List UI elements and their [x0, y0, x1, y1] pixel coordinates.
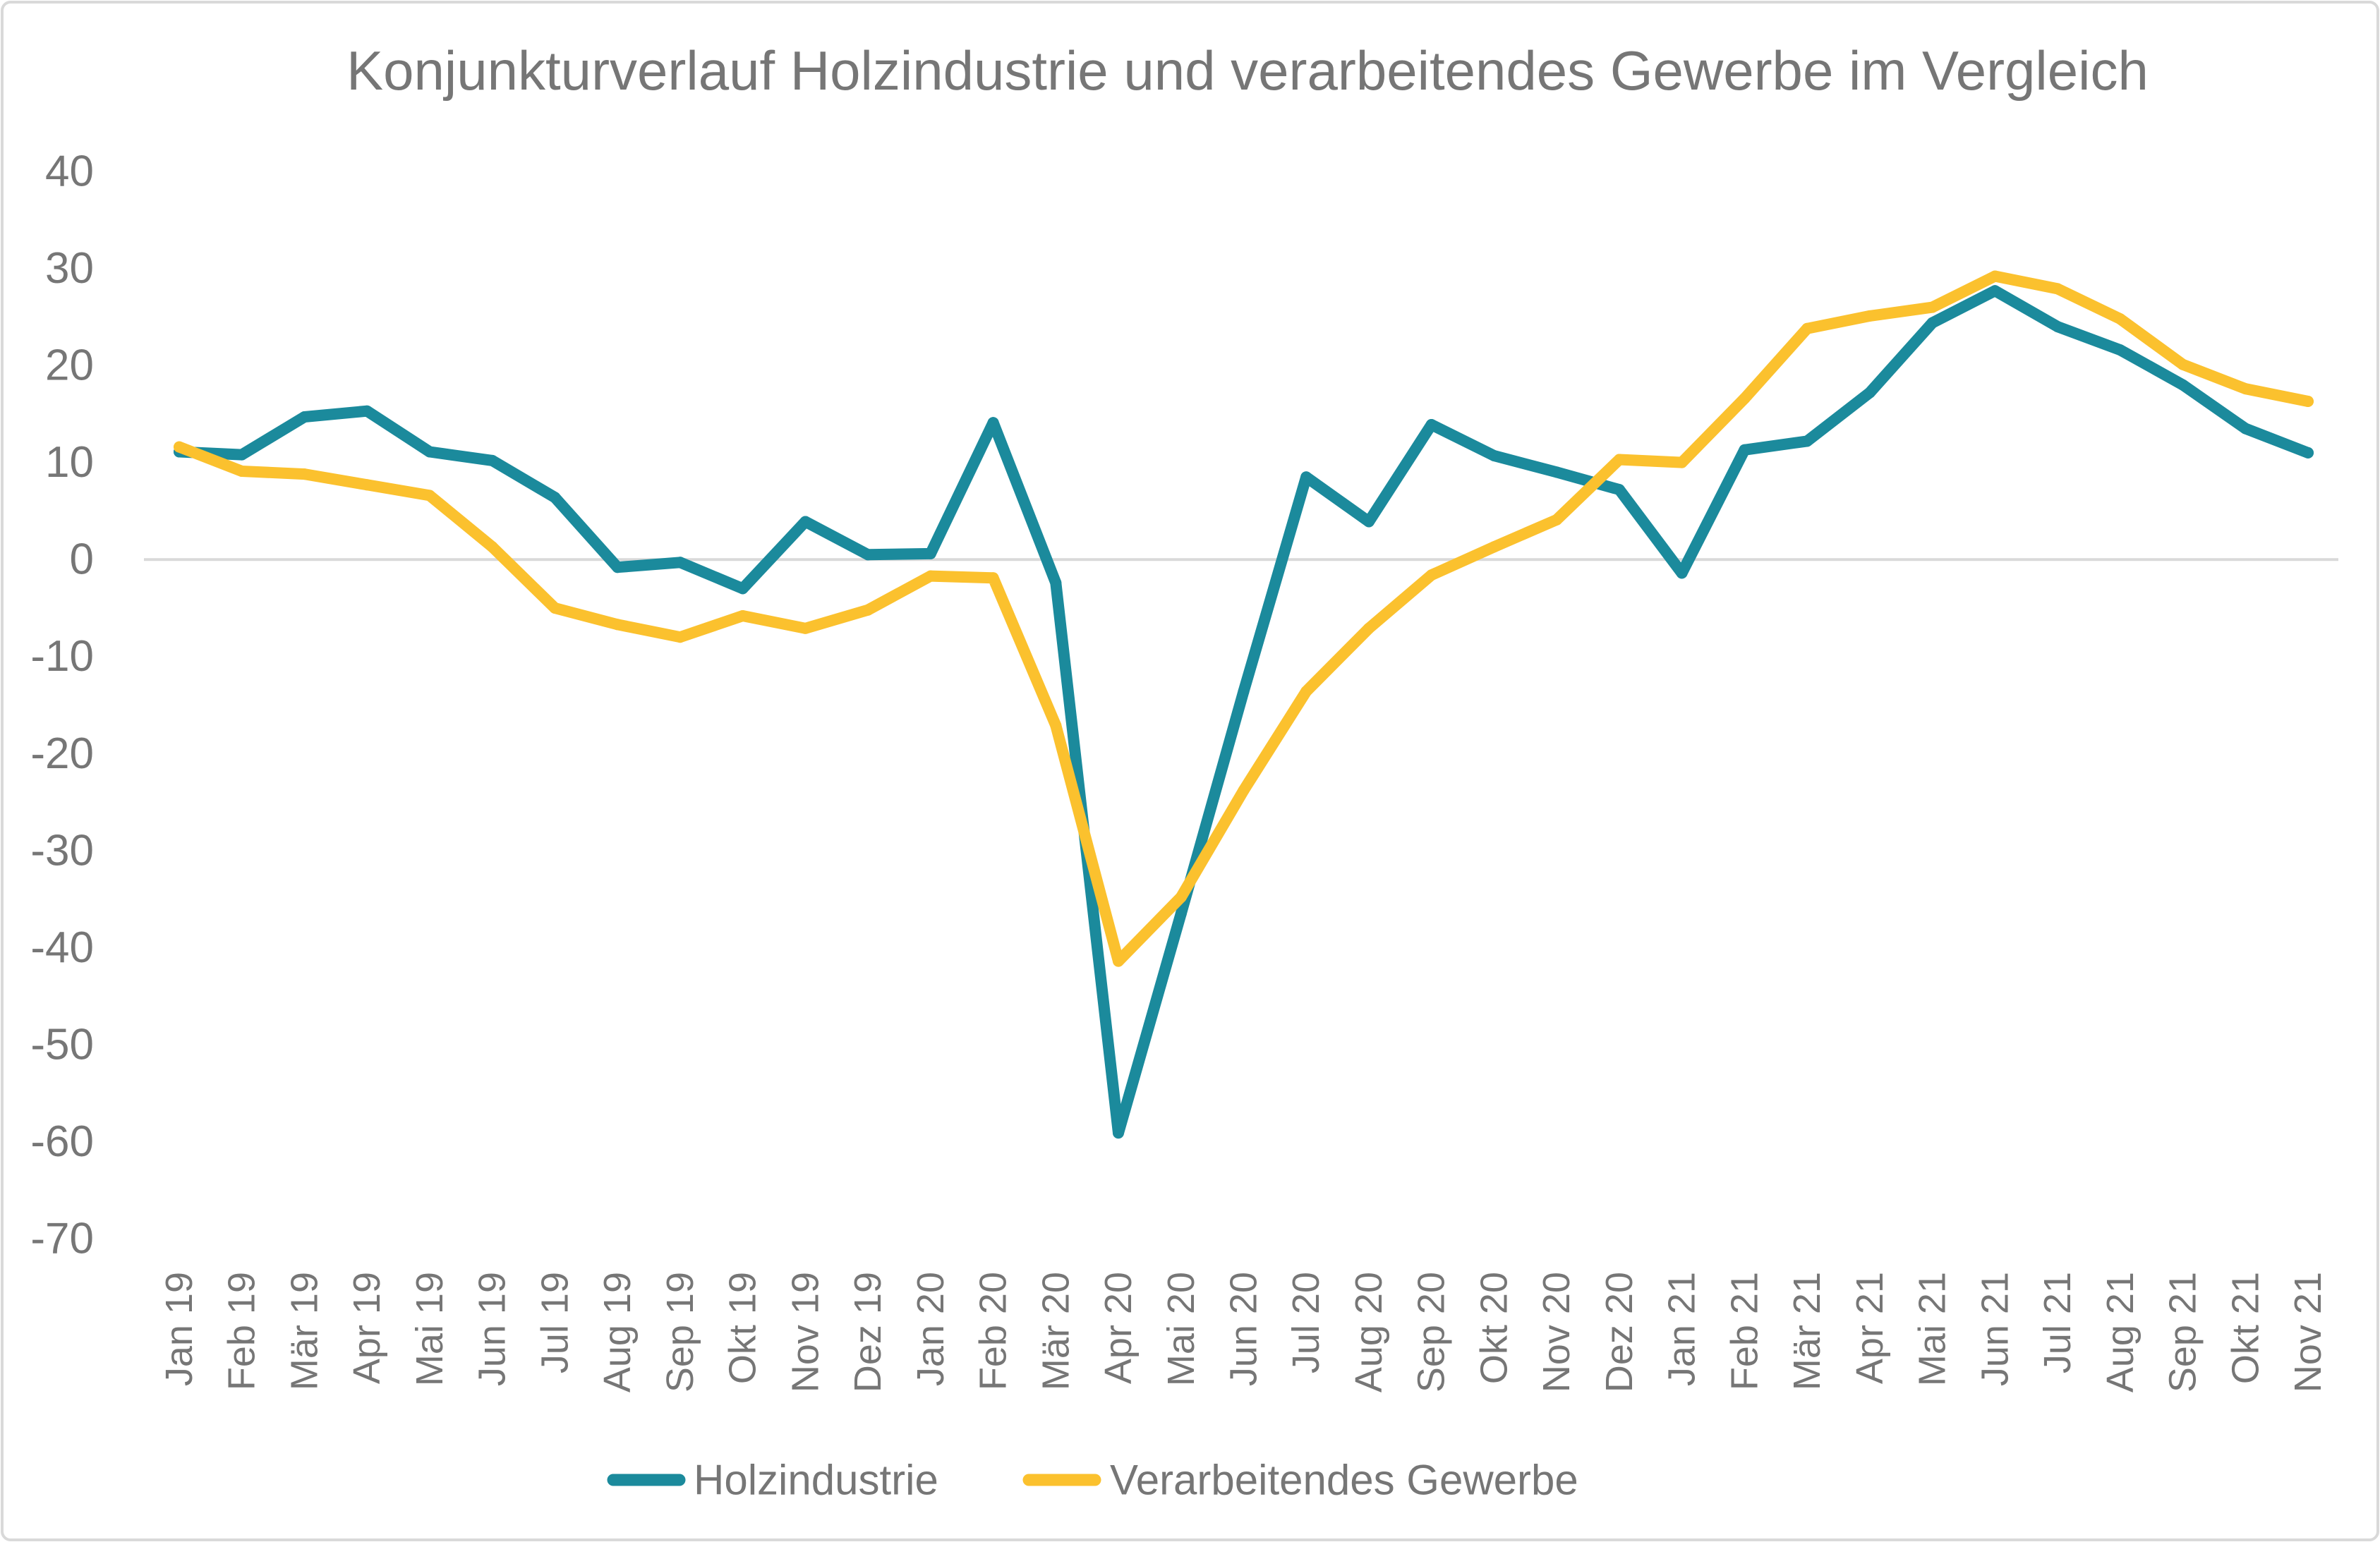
y-tick-label: -50 [30, 1020, 94, 1069]
x-tick-label: Sep 21 [2162, 1272, 2204, 1392]
x-tick-label: Mär 19 [284, 1272, 326, 1390]
series-lines [174, 270, 2314, 1139]
x-tick-label: Feb 21 [1723, 1272, 1765, 1390]
x-tick-label: Nov 19 [784, 1272, 826, 1392]
x-axis-tick-labels: Jan 19 Feb 19 Mär 19 Apr 19 Mai 19 Jun 19 Jul … [158, 1272, 2329, 1392]
x-tick-label: Mai 21 [1911, 1272, 1954, 1386]
x-tick-label: Feb 20 [972, 1272, 1015, 1390]
x-tick-label: Mai 19 [409, 1272, 451, 1386]
legend-item-verarbeitendes-gewerbe: Verarbeitendes Gewerbe [1022, 1457, 1578, 1504]
x-tick-label: Jun 20 [1223, 1272, 1265, 1386]
x-tick-label: Mai 20 [1160, 1272, 1202, 1386]
x-tick-label: Apr 19 [346, 1272, 388, 1384]
x-tick-label: Mär 21 [1786, 1272, 1828, 1390]
y-tick-label: 30 [45, 244, 94, 293]
y-tick-label: -10 [30, 632, 94, 681]
y-tick-label: -60 [30, 1117, 94, 1166]
series-line-holzindustrie [174, 285, 2314, 1139]
x-tick-label: Jan 20 [910, 1272, 952, 1386]
series-holzindustrie [174, 285, 2314, 1139]
y-tick-label: 0 [70, 535, 94, 584]
y-tick-label: 20 [45, 341, 94, 390]
chart-title: Konjunkturverlauf Holzindustrie und vera… [346, 40, 2149, 102]
x-tick-label: Jan 21 [1661, 1272, 1703, 1386]
series-verarbeitendes-gewerbe [174, 270, 2314, 967]
x-tick-label: Okt 20 [1473, 1272, 1515, 1384]
y-tick-label: -20 [30, 729, 94, 778]
x-tick-label: Aug 21 [2099, 1272, 2142, 1392]
x-tick-label: Nov 20 [1535, 1272, 1578, 1392]
x-tick-label: Sep 19 [659, 1272, 701, 1392]
x-tick-label: Aug 19 [596, 1272, 639, 1392]
x-tick-label: Jan 19 [158, 1272, 200, 1386]
x-tick-label: Mär 20 [1034, 1272, 1077, 1390]
x-tick-label: Okt 21 [2224, 1272, 2266, 1384]
legend-item-holzindustrie: Holzindustrie [607, 1457, 938, 1504]
y-axis-tick-labels: 40 30 20 10 0 -10 -20 -30 -40 -50 -60 -70 [30, 147, 94, 1263]
legend-label-holzindustrie: Holzindustrie [694, 1457, 938, 1504]
x-tick-label: Jul 19 [533, 1272, 576, 1373]
x-tick-label: Jul 20 [1285, 1272, 1327, 1373]
x-tick-label: Feb 19 [221, 1272, 263, 1390]
x-tick-label: Okt 19 [722, 1272, 764, 1384]
x-tick-label: Jun 21 [1974, 1272, 2016, 1386]
x-tick-label: Dez 19 [847, 1272, 889, 1392]
y-tick-label: -30 [30, 826, 94, 875]
x-tick-label: Jun 19 [471, 1272, 514, 1386]
x-tick-label: Apr 20 [1097, 1272, 1140, 1384]
x-tick-label: Jul 21 [2036, 1272, 2079, 1373]
y-tick-label: -40 [30, 923, 94, 972]
x-tick-label: Nov 21 [2287, 1272, 2329, 1392]
legend-label-verarbeitendes-gewerbe: Verarbeitendes Gewerbe [1110, 1457, 1578, 1504]
y-tick-label: 40 [45, 147, 94, 196]
legend: Holzindustrie Verarbeitendes Gewerbe [607, 1457, 1578, 1504]
series-line-verarbeitendes-gewerbe [174, 270, 2314, 967]
x-tick-label: Sep 20 [1411, 1272, 1453, 1392]
y-tick-label: 10 [45, 438, 94, 487]
x-tick-label: Apr 21 [1849, 1272, 1891, 1384]
x-tick-label: Dez 20 [1598, 1272, 1641, 1392]
y-tick-label: -70 [30, 1215, 94, 1263]
x-tick-label: Aug 20 [1348, 1272, 1390, 1392]
